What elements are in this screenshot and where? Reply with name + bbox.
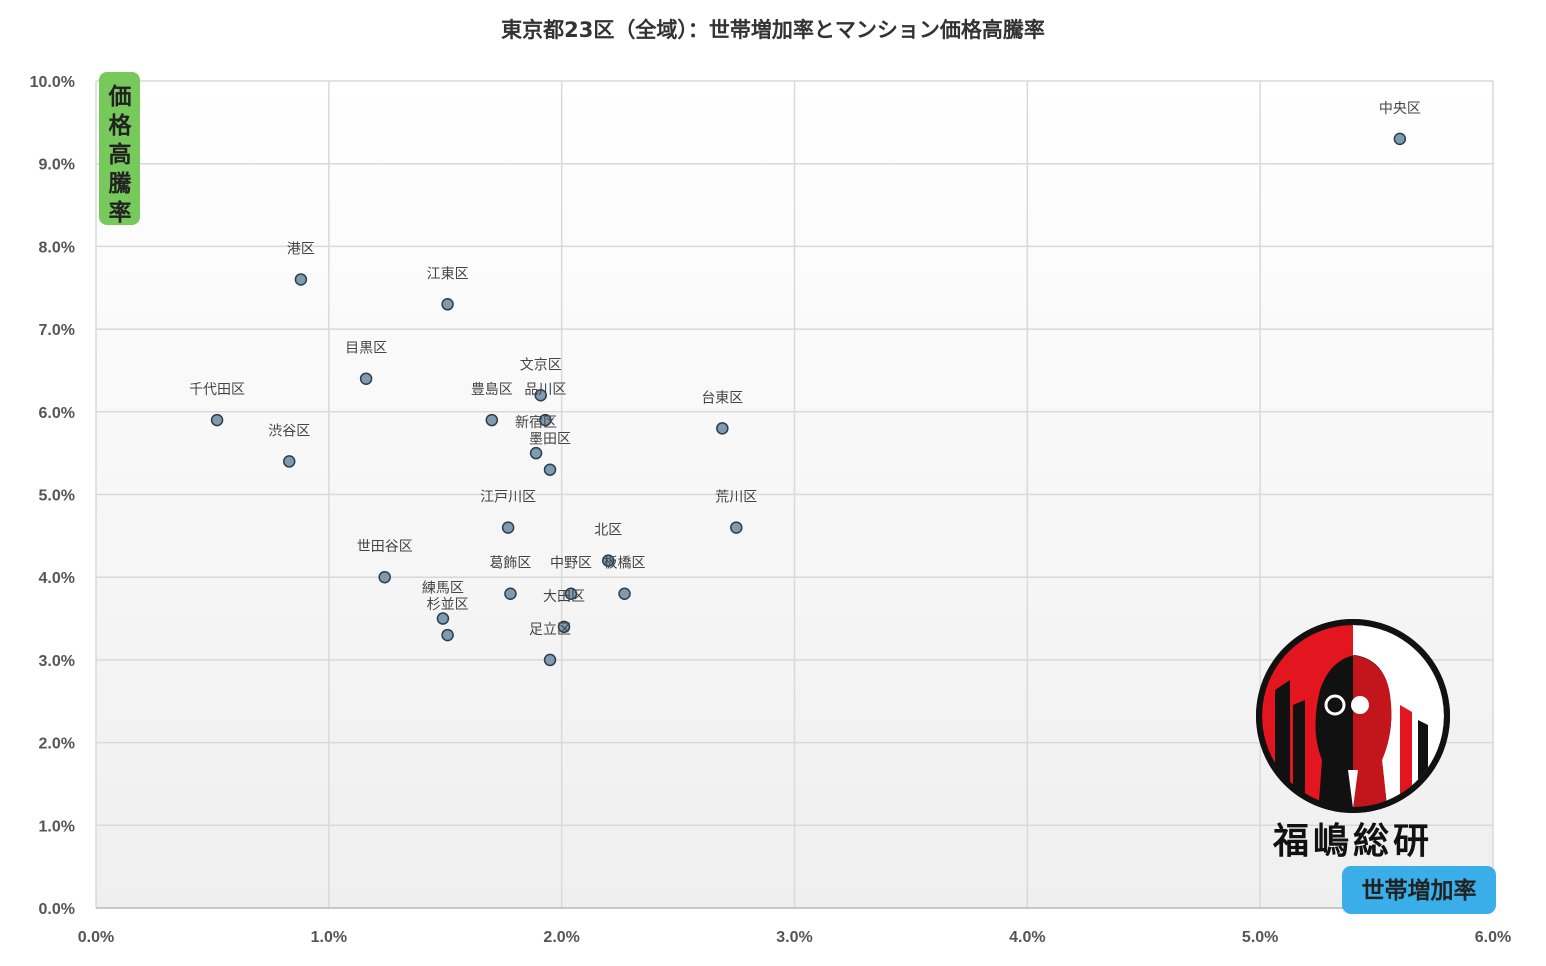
data-point	[564, 587, 578, 600]
data-point-label: 渋谷区	[268, 423, 310, 439]
data-point-label: 中央区	[1379, 101, 1421, 117]
data-point-label: 江戸川区	[480, 490, 536, 506]
data-point	[283, 455, 296, 468]
data-point	[485, 413, 499, 427]
y-tick-label: 2.0%	[39, 736, 75, 753]
x-axis-label-badge: 世帯増加率	[1342, 866, 1496, 914]
y-tick-label: 6.0%	[39, 405, 75, 422]
data-point-label: 足立区	[529, 622, 571, 638]
y-tick-label: 3.0%	[39, 653, 75, 670]
data-point	[436, 612, 450, 625]
y-axis-label-badge: 価格高騰率	[99, 72, 140, 226]
x-tick-label: 3.0%	[776, 929, 812, 946]
data-point	[210, 413, 224, 427]
brand-logo: 福嶋総研	[1256, 619, 1450, 862]
y-axis-label-char: 率	[109, 199, 132, 226]
data-point	[378, 570, 391, 584]
x-tick-label: 4.0%	[1009, 929, 1045, 946]
data-point	[501, 521, 515, 534]
data-point	[601, 554, 615, 567]
x-tick-label: 1.0%	[311, 929, 347, 946]
y-tick-label: 1.0%	[39, 818, 75, 835]
y-tick-label: 8.0%	[39, 239, 75, 256]
y-axis-label-char: 格	[109, 112, 133, 139]
data-point	[441, 298, 454, 311]
data-point-label: 台東区	[701, 390, 743, 406]
data-point-label: 中野区	[550, 556, 592, 572]
y-axis-label-char: 価	[108, 84, 132, 110]
y-axis-ticks: 0.0% 1.0% 2.0% 3.0% 4.0% 5.0% 6.0% 7.0% 8.0% 9.0%…	[30, 74, 75, 918]
x-axis-label: 世帯増加率	[1362, 877, 1477, 904]
data-point-label: 豊島区	[471, 382, 513, 398]
data-point-label: 墨田区	[529, 432, 571, 448]
y-tick-label: 4.0%	[39, 570, 75, 587]
data-point	[730, 521, 743, 534]
x-tick-label: 6.0%	[1475, 929, 1511, 946]
data-point	[543, 463, 557, 476]
data-point	[1393, 132, 1407, 146]
y-tick-label: 9.0%	[39, 157, 75, 174]
data-point-label: 大田区	[543, 589, 585, 605]
y-tick-label: 5.0%	[39, 488, 75, 505]
data-point-label: 世田谷区	[357, 539, 413, 555]
data-point-label: 板橋区	[604, 556, 646, 572]
y-tick-label: 0.0%	[39, 901, 75, 918]
data-point-label: 目黒区	[345, 341, 387, 357]
x-axis-ticks: 0.0% 1.0% 2.0% 3.0% 4.0% 5.0% 6.0%	[78, 929, 1511, 946]
data-points	[210, 132, 1407, 667]
y-axis-label-char: 高	[109, 141, 132, 168]
data-point-label: 練馬区	[422, 581, 464, 597]
data-point	[441, 628, 454, 642]
data-point-label: 葛飾区	[489, 556, 531, 572]
data-point-label: 杉並区	[427, 597, 469, 613]
data-point	[294, 273, 308, 286]
data-point-label: 新宿区	[515, 414, 557, 431]
y-tick-label: 10.0%	[30, 74, 75, 91]
data-point-label: 北区	[594, 523, 622, 539]
data-point	[504, 587, 517, 600]
data-point	[557, 620, 571, 634]
x-tick-label: 5.0%	[1242, 929, 1278, 946]
data-point-label: 江東区	[427, 266, 469, 282]
data-point	[618, 587, 631, 600]
logo-text: 福嶋総研	[1272, 821, 1433, 862]
x-tick-label: 0.0%	[78, 929, 114, 946]
data-point-label: 千代田区	[189, 382, 245, 398]
data-point-label: 港区	[287, 241, 315, 257]
y-axis-label-char: 騰	[109, 171, 133, 197]
data-point	[529, 446, 543, 460]
data-point-label: 荒川区	[715, 490, 757, 506]
y-axis-label: 価格高騰率	[108, 84, 133, 226]
data-point	[716, 422, 729, 435]
chart-title: 東京都23区（全域）：世帯増加率とマンション価格高騰率	[501, 18, 1045, 42]
data-point	[539, 413, 552, 427]
data-point	[543, 653, 557, 667]
data-point	[359, 372, 373, 385]
x-tick-label: 2.0%	[543, 929, 579, 946]
y-tick-label: 7.0%	[39, 322, 75, 339]
data-point	[534, 389, 547, 402]
data-point-label: 品川区	[524, 382, 566, 398]
data-point-label: 文京区	[520, 357, 562, 373]
